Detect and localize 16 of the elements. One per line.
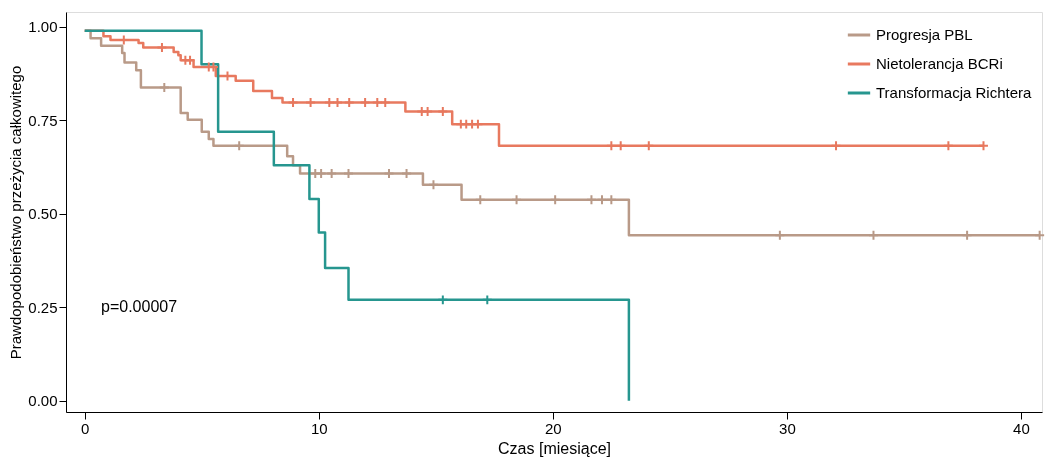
legend-label: Nietolerancja BCRi — [876, 55, 1003, 72]
x-tick-label: 30 — [779, 419, 796, 437]
y-tick-label: 0.75 — [28, 111, 58, 129]
y-tick-label: 0.50 — [28, 205, 58, 223]
x-tick-label: 40 — [1013, 419, 1030, 437]
y-tick-label: 1.00 — [28, 18, 58, 36]
legend-label: Transformacja Richtera — [876, 84, 1032, 101]
y-tick-label: 0.00 — [28, 392, 58, 410]
x-tick-label: 10 — [310, 419, 328, 437]
x-tick-label: 0 — [81, 419, 90, 437]
x-axis-title: Czas [miesiące] — [498, 439, 611, 457]
x-tick-label: 20 — [544, 419, 562, 437]
legend-label: Progresja PBL — [876, 26, 973, 43]
y-tick-label: 0.25 — [28, 298, 58, 316]
annotation: p=0.00007 — [101, 298, 178, 315]
y-axis-title: Prawdopodobieństwo przeżycia całkowitego — [7, 65, 25, 360]
